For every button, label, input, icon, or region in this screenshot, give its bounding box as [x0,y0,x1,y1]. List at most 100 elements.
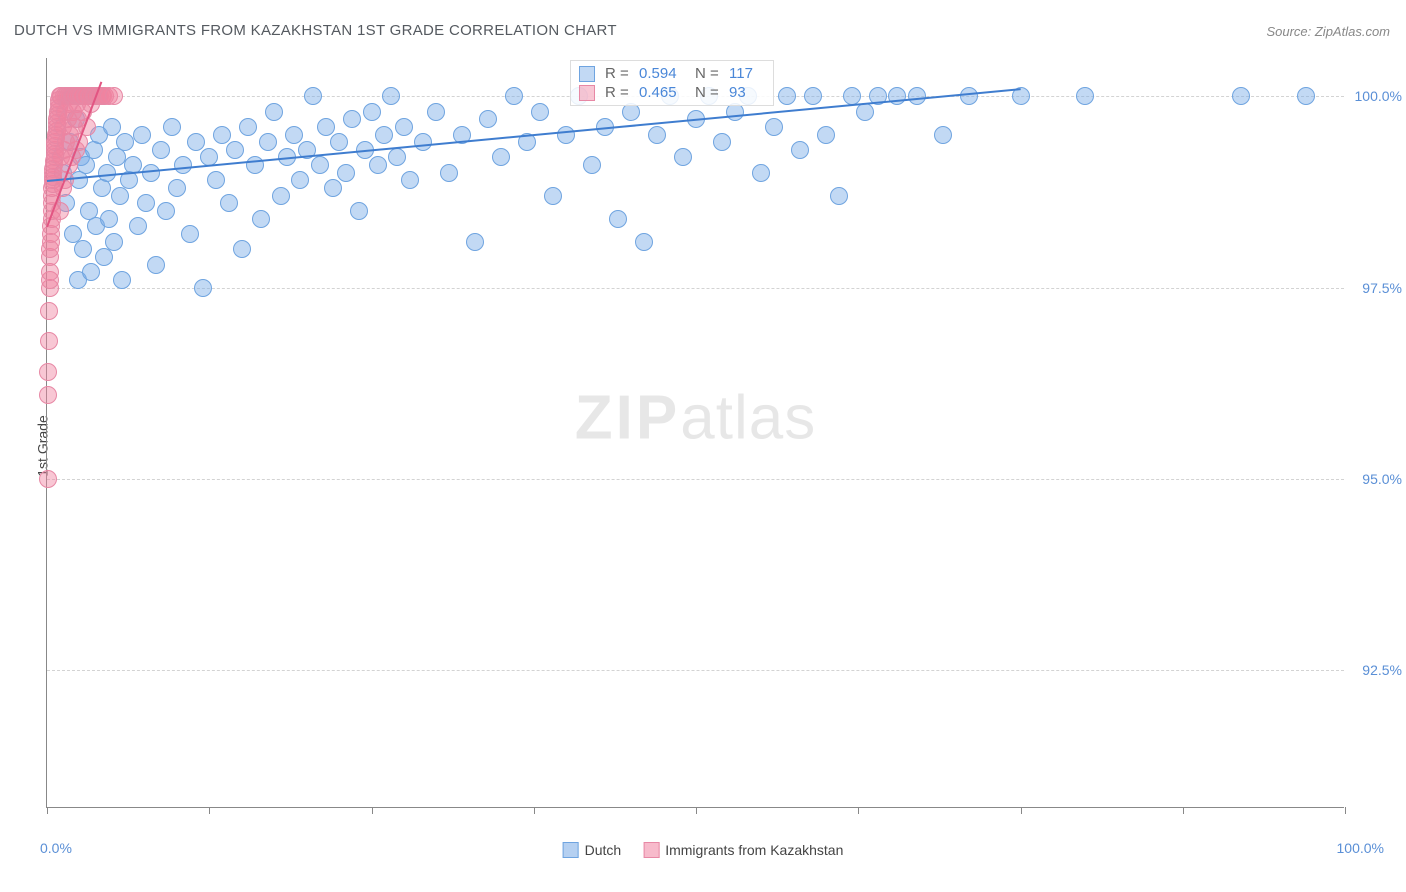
data-point [82,263,100,281]
data-point [330,133,348,151]
data-point [401,171,419,189]
stats-n-value: 93 [729,84,765,101]
data-point [369,156,387,174]
data-point [272,187,290,205]
data-point [168,179,186,197]
gridline [47,479,1344,480]
data-point [304,87,322,105]
data-point [752,164,770,182]
data-point [226,141,244,159]
data-point [137,194,155,212]
data-point [635,233,653,251]
data-point [152,141,170,159]
data-point [103,118,121,136]
data-point [187,133,205,151]
data-point [239,118,257,136]
data-point [111,187,129,205]
data-point [479,110,497,128]
data-point [285,126,303,144]
data-point [105,233,123,251]
data-point [375,126,393,144]
stats-r-label: R = [605,65,633,82]
data-point [74,240,92,258]
data-point [311,156,329,174]
stats-r-label: R = [605,84,633,101]
data-point [291,171,309,189]
data-point [324,179,342,197]
data-point [830,187,848,205]
gridline [47,288,1344,289]
data-point [609,210,627,228]
stats-swatch [579,85,595,101]
stats-n-label: N = [695,65,723,82]
stats-swatch [579,66,595,82]
data-point [93,179,111,197]
data-point [395,118,413,136]
x-tick [209,807,210,814]
data-point [350,202,368,220]
x-tick [696,807,697,814]
x-tick [534,807,535,814]
data-point [427,103,445,121]
data-point [163,118,181,136]
legend-label: Immigrants from Kazakhstan [665,842,843,858]
gridline [47,670,1344,671]
data-point [220,194,238,212]
data-point [382,87,400,105]
data-point [440,164,458,182]
x-tick [372,807,373,814]
x-tick [1183,807,1184,814]
data-point [888,87,906,105]
data-point [40,302,58,320]
data-point [157,202,175,220]
x-tick [47,807,48,814]
data-point [39,470,57,488]
data-point [791,141,809,159]
data-point [39,363,57,381]
stats-n-label: N = [695,84,723,101]
x-axis-max-label: 100.0% [1337,840,1384,856]
data-point [233,240,251,258]
data-point [388,148,406,166]
y-tick-label: 95.0% [1350,471,1402,487]
data-point [129,217,147,235]
data-point [804,87,822,105]
data-point [252,210,270,228]
data-point [41,263,59,281]
data-point [414,133,432,151]
data-point [40,332,58,350]
x-tick [1345,807,1346,814]
scatter-plot-area: ZIPatlas 92.5%95.0%97.5%100.0% [46,58,1344,808]
chart-legend: DutchImmigrants from Kazakhstan [563,842,844,858]
data-point [181,225,199,243]
stats-r-value: 0.465 [639,84,689,101]
y-tick-label: 100.0% [1350,88,1402,104]
data-point [531,103,549,121]
data-point [960,87,978,105]
data-point [1076,87,1094,105]
data-point [557,126,575,144]
data-point [934,126,952,144]
x-tick [1021,807,1022,814]
data-point [207,171,225,189]
data-point [343,110,361,128]
data-point [39,386,57,404]
stats-n-value: 117 [729,65,765,82]
correlation-stats-box: R =0.594N =117R =0.465N =93 [570,60,774,106]
source-attribution: Source: ZipAtlas.com [1266,24,1390,39]
watermark: ZIPatlas [575,382,816,453]
data-point [317,118,335,136]
data-point [147,256,165,274]
data-point [1297,87,1315,105]
legend-swatch [643,842,659,858]
data-point [113,271,131,289]
data-point [817,126,835,144]
data-point [778,87,796,105]
data-point [213,126,231,144]
data-point [583,156,601,174]
data-point [674,148,692,166]
data-point [116,133,134,151]
legend-swatch [563,842,579,858]
y-tick-label: 97.5% [1350,280,1402,296]
data-point [492,148,510,166]
